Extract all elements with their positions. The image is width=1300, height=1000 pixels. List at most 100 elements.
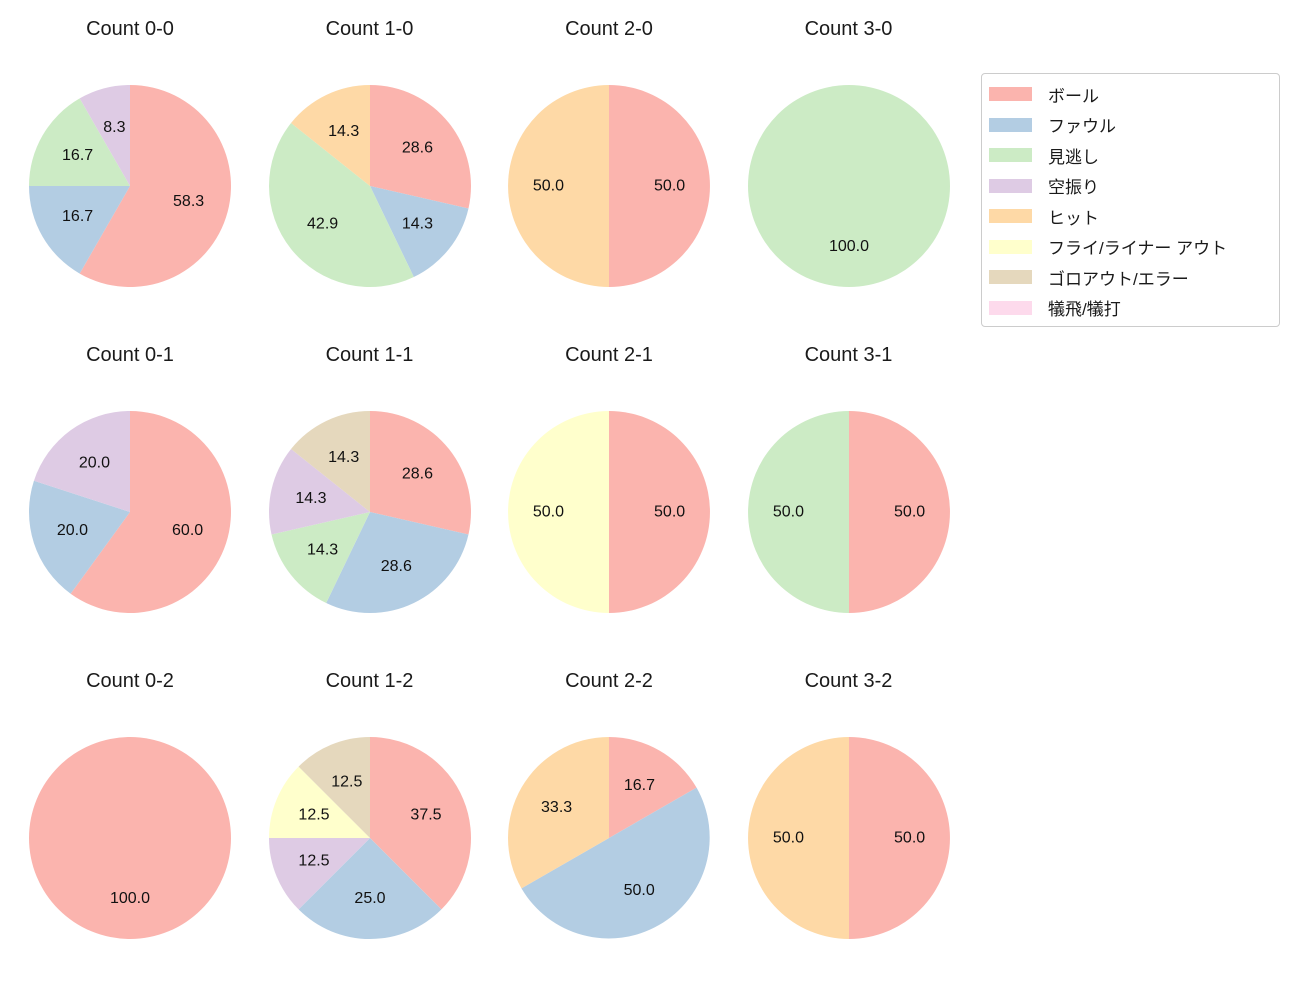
slice-value-label: 50.0: [894, 504, 925, 521]
slice-value-label: 28.6: [380, 558, 411, 575]
slice-value-label: 100.0: [110, 890, 150, 907]
slice-value-label: 28.6: [401, 466, 432, 483]
slice-value-label: 28.6: [401, 140, 432, 157]
chart-title: Count 3-1: [804, 344, 893, 366]
slice-value-label: 12.5: [298, 806, 329, 823]
slice-value-label: 37.5: [410, 806, 441, 823]
chart-title: Count 2-2: [565, 670, 653, 692]
pie-slice: [268, 449, 370, 535]
slice-value-label: 14.3: [328, 449, 359, 466]
legend-swatch: [989, 209, 1032, 224]
legend-swatch: [989, 300, 1032, 315]
pie-slice: [79, 85, 130, 186]
chart-title: Count 0-1: [86, 344, 174, 366]
slice-value-label: 50.0: [654, 504, 685, 521]
slice-value-label: 16.7: [624, 777, 655, 794]
pie-chart: 28.6 14.3 42.9 14.3: [268, 85, 471, 287]
slice-value-label: 16.7: [62, 208, 93, 225]
legend-item: ファウル: [982, 110, 1279, 141]
slice-value-label: 20.0: [57, 522, 88, 539]
pie-slice: [609, 737, 697, 838]
pie-slice: [508, 411, 609, 613]
slice-value-label: 50.0: [533, 178, 564, 195]
legend-item-label: ゴロアウト/エラー: [1048, 269, 1189, 289]
pie-slice: [747, 411, 849, 613]
slice-value-label: 50.0: [533, 504, 564, 521]
chart-title: Count 1-2: [325, 670, 414, 692]
pie-slice: [369, 737, 471, 910]
chart-title: Count 0-2: [86, 670, 174, 692]
pie-slice: [29, 186, 130, 274]
pie-slice: [290, 411, 370, 512]
pie-slice: [369, 85, 471, 209]
slice-value-label: 33.3: [541, 799, 572, 816]
legend-item: 空振り: [982, 171, 1279, 202]
legend-item: 犠飛/犠打: [982, 293, 1279, 324]
pie-slice: [369, 411, 471, 535]
pie-slice: [268, 123, 414, 287]
legend: ボール ファウル 見逃し 空振り ヒット フライ/ライナー アウト ゴロアウト/エラー 犠飛/…: [981, 73, 1280, 327]
pie-slice: [268, 766, 370, 838]
slice-value-label: 50.0: [772, 830, 803, 847]
pie-slice: [79, 85, 232, 287]
legend-item-label: ファウル: [1048, 117, 1116, 137]
pie-slice: [268, 838, 370, 910]
slice-value-label: 60.0: [172, 522, 203, 539]
pie-slice: [33, 411, 130, 512]
pie-slice: [521, 787, 710, 939]
slice-value-label: 25.0: [354, 890, 385, 907]
slice-value-label: 12.5: [331, 774, 362, 791]
pie-chart: 50.0 50.0: [747, 737, 950, 939]
pie-slice: [28, 480, 130, 594]
chart-title: Count 1-0: [325, 18, 414, 40]
legend-item: ボール: [982, 79, 1279, 110]
slice-value-label: 50.0: [654, 178, 685, 195]
pie-chart: 37.525.012.512.512.5: [268, 737, 471, 940]
slice-value-label: 50.0: [624, 882, 655, 899]
legend-swatch: [989, 270, 1032, 285]
legend-item: 見逃し: [982, 140, 1279, 171]
pie-slice: [848, 411, 950, 613]
pie-slice: [271, 512, 370, 603]
legend-item-label: 見逃し: [1048, 147, 1099, 167]
pie-slice: [325, 512, 468, 614]
slice-value-label: 14.3: [295, 490, 326, 507]
legend-swatch: [989, 239, 1032, 254]
pie-slice: [298, 737, 370, 838]
slice-value-label: 42.9: [307, 215, 338, 232]
legend-item-label: 空振り: [1048, 178, 1099, 198]
slice-value-label: 58.3: [173, 193, 204, 210]
pie-slice: [848, 737, 950, 939]
chart-title: Count 0-0: [86, 18, 174, 40]
pie-chart: 60.0 20.0 20.0: [28, 411, 231, 613]
legend-item: フライ/ライナー アウト: [982, 232, 1279, 263]
slice-value-label: 8.3: [103, 119, 125, 136]
slice-value-label: 14.3: [401, 215, 432, 232]
legend-item: ゴロアウト/エラー: [982, 262, 1279, 293]
pie-chart: 100.0: [747, 85, 950, 287]
chart-title: Count 3-2: [804, 670, 893, 692]
pie-slice: [508, 737, 609, 889]
slice-value-label: 14.3: [307, 541, 338, 558]
slice-value-label: 100.0: [828, 238, 868, 255]
pie-chart: 16.7 50.0 33.3: [508, 737, 710, 939]
slice-value-label: 50.0: [894, 830, 925, 847]
pie-slice: [290, 85, 370, 186]
pie-chart: 50.0 50.0: [508, 85, 710, 287]
pie-slice: [70, 411, 231, 613]
pie-slice: [298, 838, 441, 940]
pie-chart: 100.0: [29, 737, 231, 939]
legend-swatch: [989, 117, 1032, 132]
pie-slice: [369, 186, 468, 277]
pie-chart: 58.3 16.7 16.7 8.3: [29, 85, 232, 287]
pie-slice: [29, 737, 231, 939]
pie-slice: [29, 98, 130, 186]
pie-slice: [508, 85, 609, 287]
chart-title: Count 1-1: [325, 344, 414, 366]
pie-slice: [609, 411, 710, 613]
chart-title: Count 3-0: [804, 18, 893, 40]
legend-swatch: [989, 178, 1032, 193]
slice-value-label: 12.5: [298, 853, 329, 870]
slice-value-label: 16.7: [62, 147, 93, 164]
